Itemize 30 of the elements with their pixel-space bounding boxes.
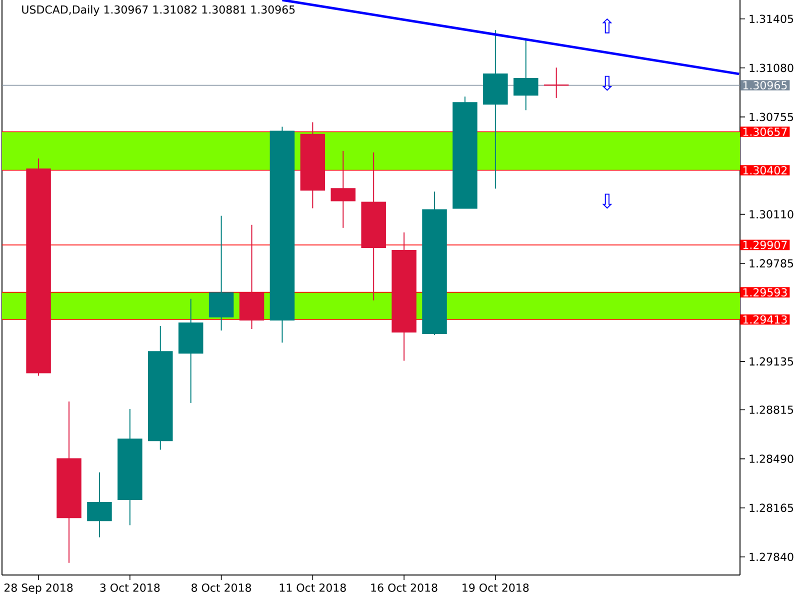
- ref-line-label: 1.30657: [743, 128, 787, 136]
- chart-title: USDCAD,Daily 1.30967 1.31082 1.30881 1.30965: [22, 5, 295, 16]
- y-tick-label: 1.31405: [750, 14, 794, 24]
- x-tick-label: 19 Oct 2018: [462, 584, 529, 592]
- x-tick-label: 8 Oct 2018: [192, 584, 252, 592]
- candlestick: [544, 67, 569, 98]
- ref-line-label: 1.29907: [743, 240, 787, 250]
- x-tick-label: 3 Oct 2018: [100, 584, 160, 592]
- ref-line-label: 1.30402: [743, 166, 787, 174]
- y-tick-label: 1.29135: [750, 357, 794, 366]
- candlestick: [330, 150, 356, 228]
- annotation: ⇩: [602, 76, 612, 91]
- y-tick-label: 1.31080: [750, 64, 794, 72]
- x-tick-label: 28 Sep 2018: [4, 584, 73, 594]
- annotation: ⇧: [602, 18, 612, 34]
- y-tick-label: 1.29785: [750, 259, 794, 268]
- y-tick-label: 1.28165: [750, 504, 794, 512]
- y-tick-label: 1.27840: [750, 552, 794, 562]
- x-tick-label: 16 Oct 2018: [371, 584, 438, 592]
- candlestick: [87, 472, 112, 538]
- candlestick: [514, 38, 538, 111]
- ref-line-label: 1.29413: [743, 315, 787, 324]
- ref-line-label: 1.30965: [743, 81, 787, 90]
- y-tick-label: 1.30755: [750, 112, 794, 122]
- annotation: ⇩: [602, 194, 612, 209]
- ref-line-label: 1.29593: [743, 288, 787, 296]
- y-tick-label: 1.28815: [750, 406, 794, 414]
- x-tick-label: 11 Oct 2018: [280, 584, 346, 592]
- y-tick-label: 1.28490: [750, 454, 794, 463]
- y-tick-label: 1.30110: [750, 210, 794, 218]
